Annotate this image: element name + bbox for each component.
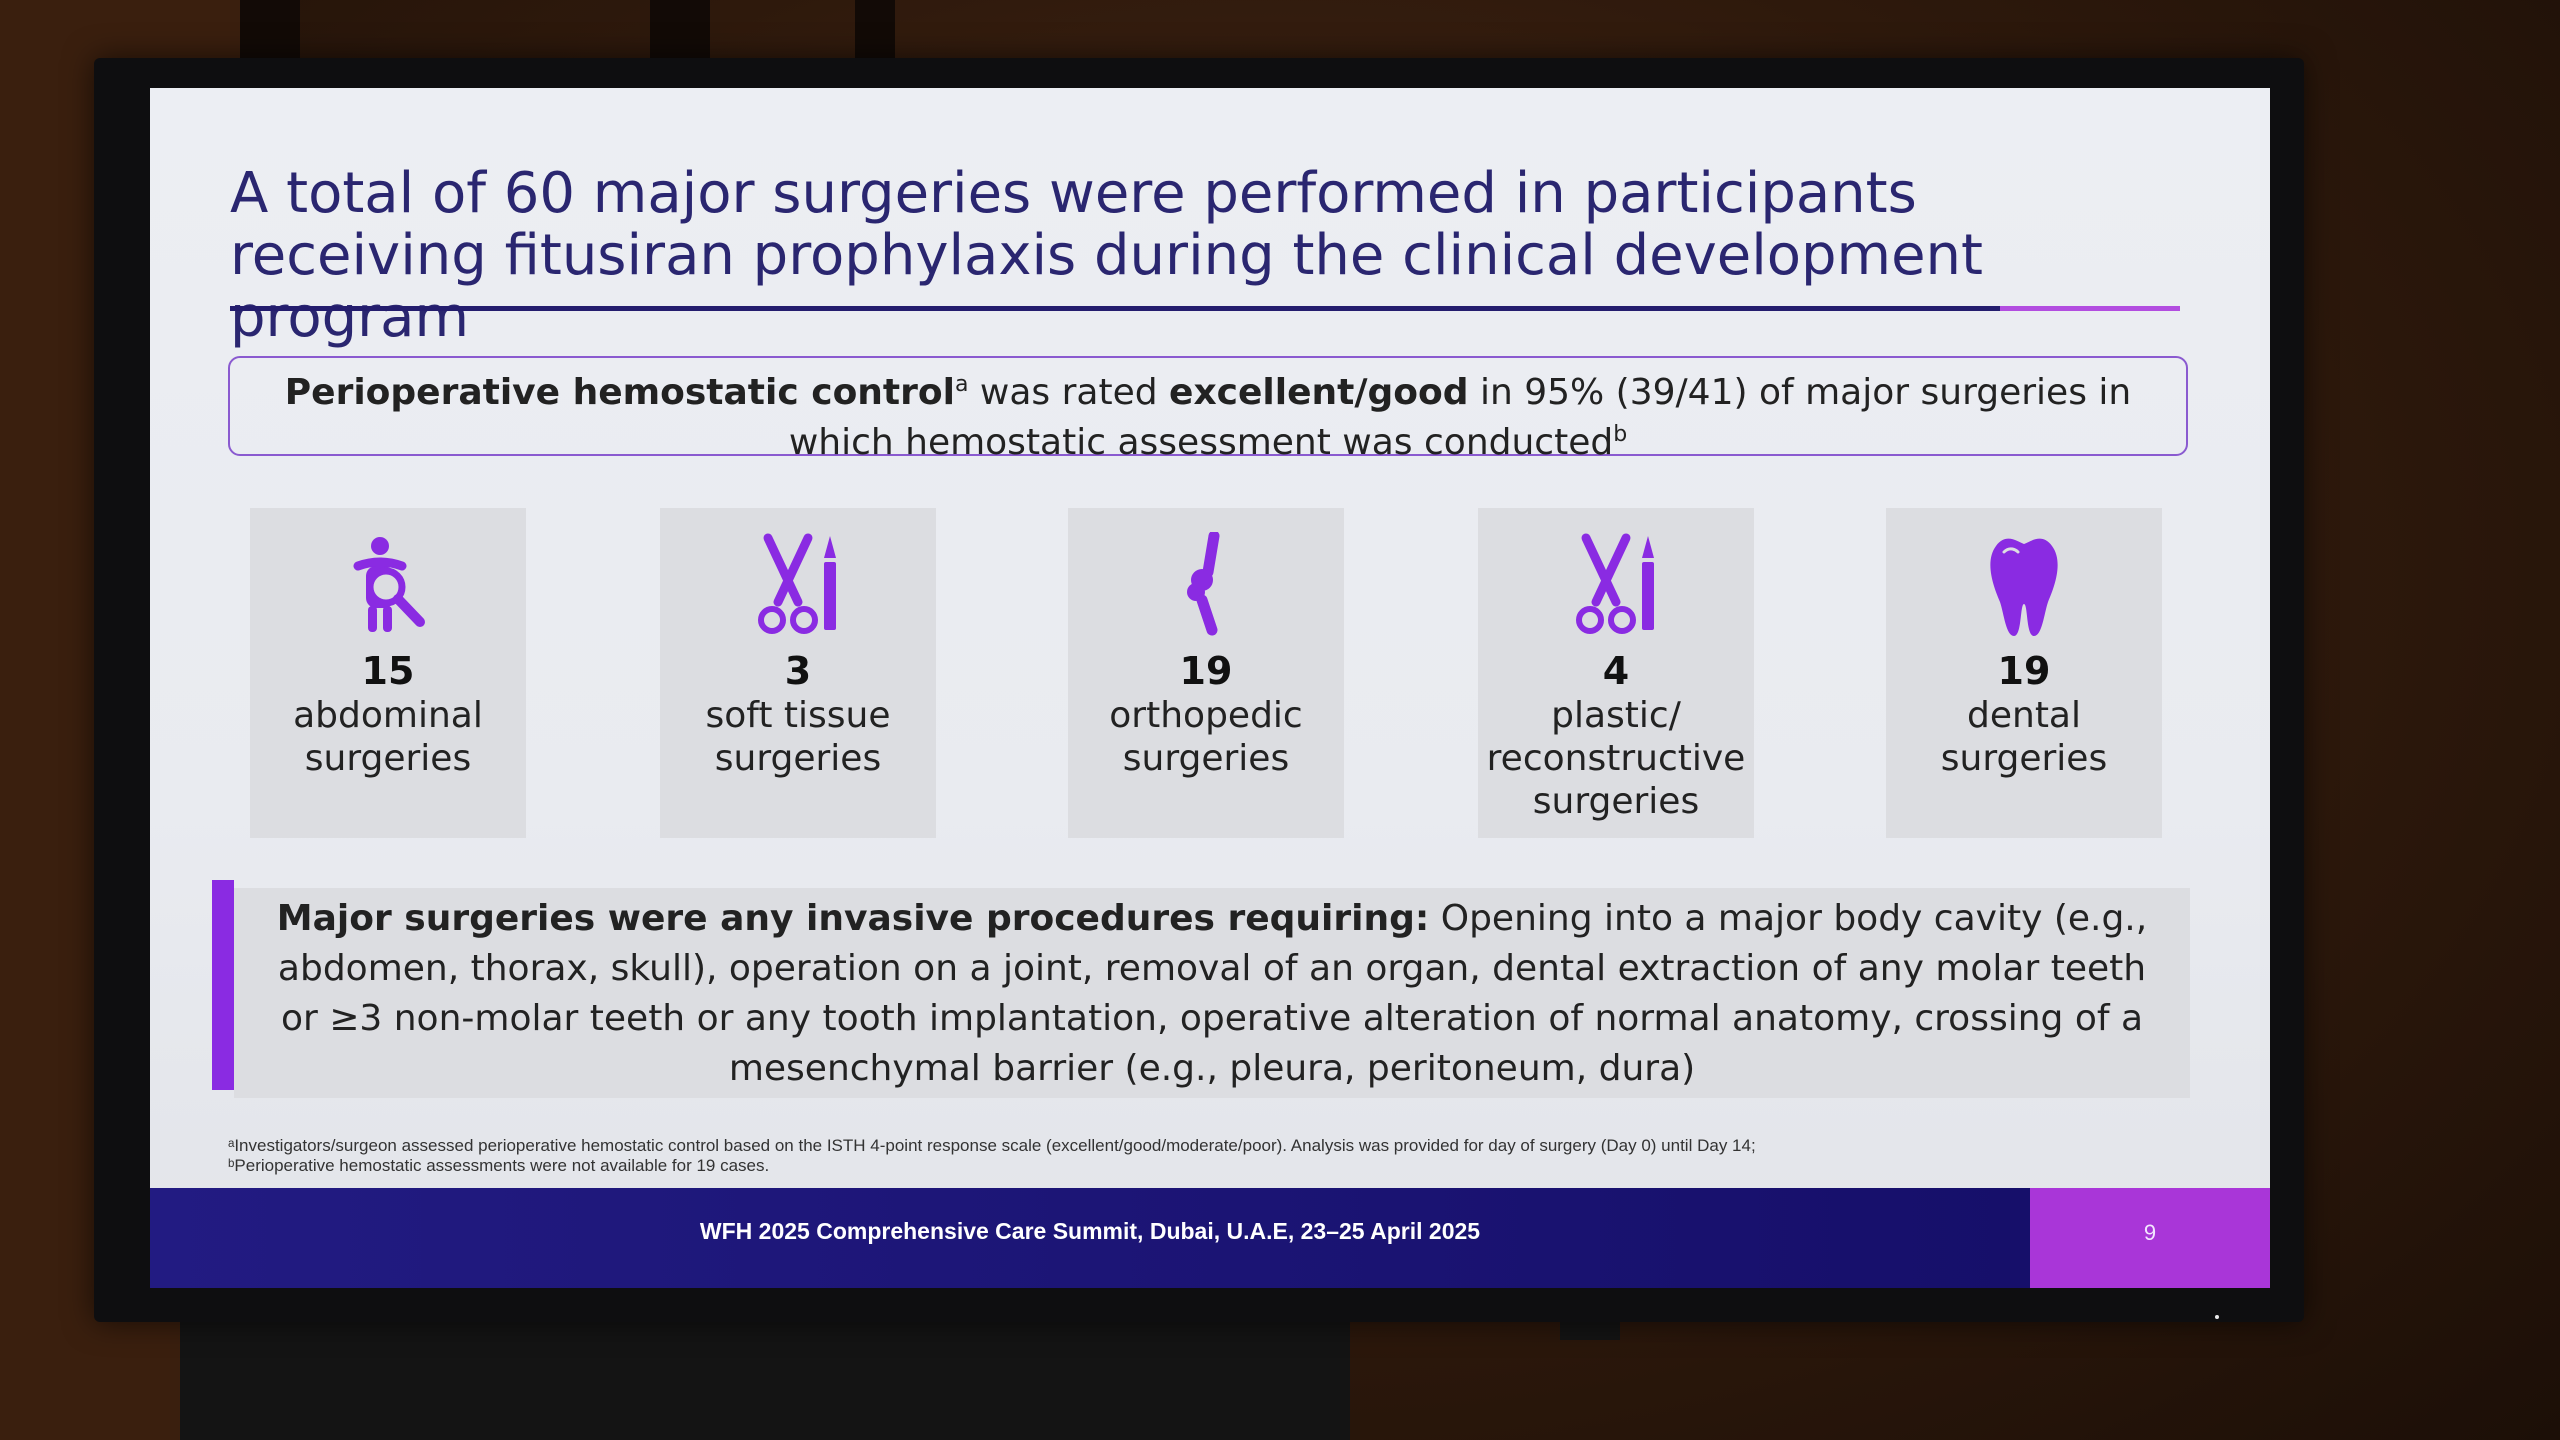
card-label-line: surgeries [1122,738,1290,779]
card-label-line: reconstructive [1486,738,1746,779]
card-label-line: surgeries [714,738,882,779]
card-count: 4 [1602,649,1630,693]
scissors-scalpel-icon [1576,533,1654,634]
footer-bar [150,1188,2030,1288]
card-label-line: surgeries [1532,781,1700,822]
footnote-b: ᵇPerioperative hemostatic assessments we… [228,1156,770,1175]
abdominal-icon [353,537,425,632]
page-number: 9 [2143,1220,2157,1245]
footnote-mark-a: a [954,372,969,397]
slide-title: A total of 60 major surgeries were perfo… [230,161,1984,350]
key-finding-box: Perioperative hemostatic controla was ra… [228,356,2188,463]
card-dental: 19 dental surgeries [1886,508,2162,838]
definition-text: Opening into a major body cavity (e.g., … [277,898,2148,1089]
key-finding-result: in 95% (39/41) of major surgeries in whi… [788,372,2132,463]
card-abdominal: 15 abdominal surgeries [250,508,526,838]
tooth-icon [1990,538,2058,636]
footnotes: ᵃInvestigators/surgeon assessed perioper… [228,1136,2128,1176]
card-count: 19 [1179,649,1233,693]
card-label-line: dental [1967,695,2081,736]
card-plastic-reconstructive: 4 plastic/ reconstructive surgeries [1478,508,1754,838]
slide: A total of 60 major surgeries were perfo… [150,88,2270,1288]
key-finding-bold: Perioperative hemostatic control [284,372,955,413]
monitor-mount [1560,1320,1620,1340]
card-soft-tissue: 3 soft tissue surgeries [660,508,936,838]
monitor-stand [180,1320,1350,1440]
card-label-line: orthopedic [1109,695,1303,736]
card-count: 15 [361,649,415,693]
key-finding-text: was rated [968,372,1170,413]
card-label-line: surgeries [1940,738,2108,779]
card-count: 19 [1997,649,2051,693]
title-rule [230,306,2000,311]
bone-joint-icon [1187,532,1220,636]
footnote-a: ᵃInvestigators/surgeon assessed perioper… [228,1136,1756,1155]
definition-accent-bar [212,880,234,1090]
footer-accent [2030,1188,2270,1288]
scissors-scalpel-icon [758,533,836,634]
card-orthopedic: 19 orthopedic surgeries [1068,508,1344,838]
card-label-line: soft tissue [705,695,891,736]
card-label-line: surgeries [304,738,472,779]
footnote-mark-b: b [1613,422,1628,447]
card-label-line: plastic/ [1551,695,1681,736]
definition-heading: Major surgeries were any invasive proced… [276,898,1430,939]
card-label-line: abdominal [293,695,483,736]
surgery-type-cards: 15 abdominal surgeries 3 soft tissue sur… [250,508,2170,848]
key-finding-rating: excellent/good [1169,372,1469,413]
power-led [2215,1315,2219,1319]
card-count: 3 [784,649,812,693]
footer-text: WFH 2025 Comprehensive Care Summit, Duba… [699,1218,1481,1244]
definition-box: Major surgeries were any invasive proced… [234,888,2190,1098]
title-rule-accent [2000,306,2180,311]
